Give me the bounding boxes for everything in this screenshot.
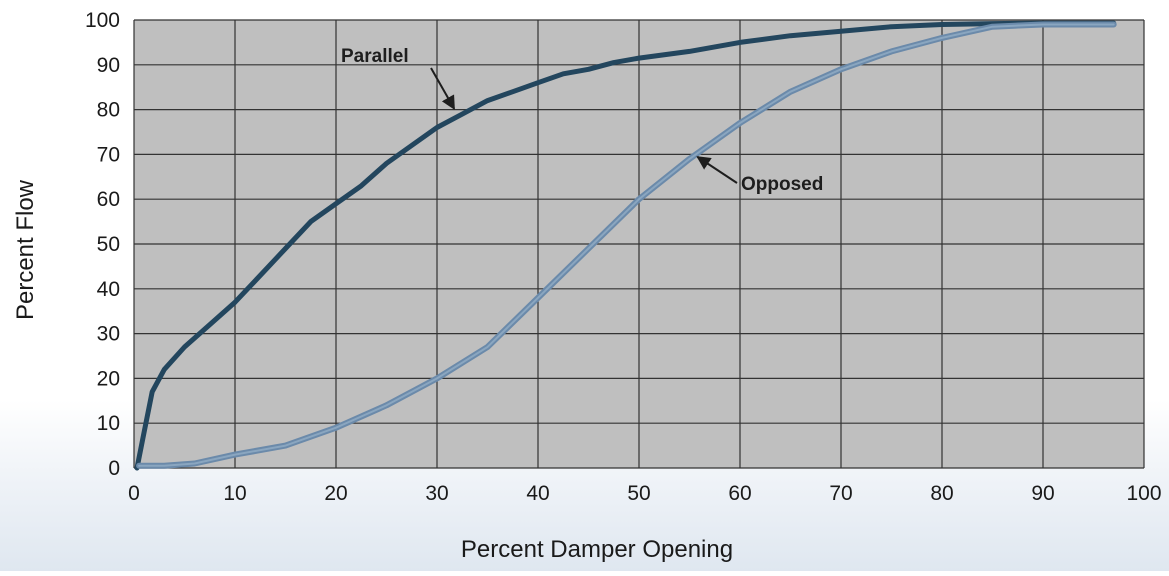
- x-tick-label: 40: [526, 482, 549, 505]
- y-tick-label: 0: [108, 457, 120, 480]
- y-axis-label: Percent Flow: [12, 179, 39, 320]
- x-axis-label: Percent Damper Opening: [461, 536, 733, 563]
- x-tick-label: 80: [930, 482, 953, 505]
- x-tick-label: 100: [1126, 482, 1161, 505]
- y-tick-label: 70: [97, 143, 120, 166]
- y-tick-label: 50: [97, 233, 120, 256]
- x-tick-label: 30: [425, 482, 448, 505]
- y-tick-label: 10: [97, 412, 120, 435]
- y-tick-label: 60: [97, 188, 120, 211]
- x-tick-label: 20: [324, 482, 347, 505]
- opposed-annotation-arrow: [696, 156, 738, 184]
- x-tick-label: 50: [627, 482, 650, 505]
- x-tick-label: 60: [728, 482, 751, 505]
- y-tick-label: 40: [97, 278, 120, 301]
- x-tick-label: 90: [1031, 482, 1054, 505]
- parallel-annotation-label: Parallel: [341, 46, 409, 67]
- y-tick-label: 80: [97, 99, 120, 122]
- parallel-series-line: [134, 20, 1117, 471]
- opposed-annotation-label: Opposed: [741, 174, 823, 195]
- y-tick-label: 20: [97, 367, 120, 390]
- y-tick-label: 30: [97, 323, 120, 346]
- parallel-annotation-arrow: [430, 67, 456, 110]
- x-tick-label: 70: [829, 482, 852, 505]
- x-tick-label: 0: [128, 482, 140, 505]
- y-tick-label: 90: [97, 54, 120, 77]
- x-tick-label: 10: [223, 482, 246, 505]
- opposed-series-line-highlight: [138, 23, 1115, 467]
- y-tick-label: 100: [85, 9, 120, 32]
